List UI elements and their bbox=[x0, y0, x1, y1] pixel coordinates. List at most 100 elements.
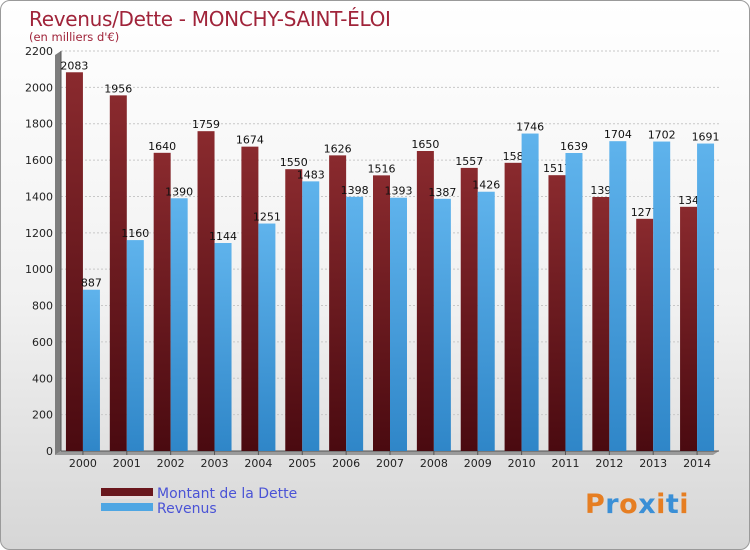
legend-swatch-dette bbox=[101, 488, 153, 496]
legend-label-dette: Montant de la Dette bbox=[157, 486, 298, 502]
legend-swatch-sep bbox=[101, 496, 153, 499]
data-label-revenus: 1251 bbox=[253, 211, 281, 224]
bar-revenus bbox=[609, 141, 627, 451]
data-label-dette: 1516 bbox=[368, 162, 396, 175]
data-label-dette: 2083 bbox=[60, 59, 88, 72]
bar-dette bbox=[197, 131, 215, 451]
data-label-dette: 1759 bbox=[192, 118, 220, 131]
data-label-dette: 1626 bbox=[324, 142, 352, 155]
bar-dette bbox=[680, 206, 698, 451]
axis-wall bbox=[55, 51, 61, 455]
data-label-revenus: 1398 bbox=[341, 184, 369, 197]
x-tick-label: 2010 bbox=[508, 457, 536, 470]
data-label-dette: 1557 bbox=[455, 155, 483, 168]
chart-subtitle: (en milliers d'€) bbox=[29, 30, 120, 44]
data-label-dette: 139 bbox=[590, 184, 611, 197]
bar-revenus bbox=[433, 198, 451, 451]
axis-floor bbox=[55, 451, 719, 455]
bar-revenus bbox=[390, 197, 407, 451]
bar-revenus bbox=[82, 289, 100, 451]
legend-swatch-revenus bbox=[101, 503, 153, 511]
bar-revenus bbox=[477, 191, 495, 451]
data-label-revenus: 1702 bbox=[648, 129, 676, 142]
y-tick-label: 1800 bbox=[25, 118, 53, 131]
x-tick-label: 2008 bbox=[420, 457, 448, 470]
proxiti-logo: Proxiti bbox=[585, 489, 689, 520]
x-tick-label: 2012 bbox=[595, 457, 623, 470]
data-label-revenus: 1426 bbox=[472, 179, 500, 192]
bar-dette bbox=[285, 169, 303, 451]
data-label-dette: 1550 bbox=[280, 156, 308, 169]
bar-dette bbox=[592, 197, 610, 451]
x-tick-label: 2011 bbox=[551, 457, 579, 470]
y-tick-label: 2000 bbox=[25, 81, 53, 94]
bar-revenus bbox=[521, 133, 539, 451]
x-tick-label: 2004 bbox=[244, 457, 272, 470]
x-tick-label: 2013 bbox=[639, 457, 667, 470]
data-label-revenus: 1691 bbox=[692, 131, 720, 144]
data-label-revenus: 1160 bbox=[121, 227, 149, 240]
bar-revenus bbox=[697, 143, 715, 451]
logo-letter: o bbox=[619, 489, 639, 520]
x-tick-label: 2014 bbox=[683, 457, 711, 470]
data-label-dette: 1640 bbox=[148, 140, 176, 153]
bar-dette bbox=[109, 95, 127, 451]
x-tick-label: 2007 bbox=[376, 457, 404, 470]
logo-letter: x bbox=[638, 489, 657, 520]
bar-dette bbox=[504, 162, 522, 451]
bar-dette bbox=[416, 151, 434, 451]
data-label-dette: 1277 bbox=[631, 206, 659, 219]
y-tick-label: 0 bbox=[46, 445, 53, 458]
data-label-revenus: 1393 bbox=[385, 185, 413, 198]
x-tick-label: 2000 bbox=[69, 457, 97, 470]
data-label-dette: 1517 bbox=[543, 162, 571, 175]
y-tick-label: 400 bbox=[32, 372, 53, 385]
bar-dette bbox=[329, 155, 347, 451]
x-tick-label: 2002 bbox=[157, 457, 185, 470]
bar-dette bbox=[636, 218, 654, 451]
bar-dette bbox=[548, 175, 566, 451]
x-tick-label: 2006 bbox=[332, 457, 360, 470]
bar-dette bbox=[373, 175, 390, 451]
y-tick-label: 1400 bbox=[25, 190, 53, 203]
bar-revenus bbox=[565, 153, 583, 451]
data-label-revenus: 1483 bbox=[297, 168, 325, 181]
bar-revenus bbox=[346, 196, 364, 451]
data-label-dette: 1674 bbox=[236, 134, 264, 147]
logo-letter: t bbox=[665, 489, 680, 520]
logo-letter: i bbox=[679, 489, 690, 520]
y-tick-label: 600 bbox=[32, 336, 53, 349]
logo-letter: P bbox=[585, 489, 606, 520]
data-label-revenus: 1639 bbox=[560, 140, 588, 153]
y-tick-label: 200 bbox=[32, 409, 53, 422]
data-label-revenus: 1746 bbox=[516, 121, 544, 134]
bar-revenus bbox=[214, 243, 232, 451]
bar-dette bbox=[153, 152, 171, 451]
data-label-dette: 1650 bbox=[411, 138, 439, 151]
x-tick-label: 2009 bbox=[464, 457, 492, 470]
legend-label-revenus: Revenus bbox=[157, 501, 217, 517]
logo-letter: r bbox=[605, 489, 620, 520]
bar-dette bbox=[241, 146, 259, 452]
chart-title: Revenus/Dette - MONCHY-SAINT-ÉLOI bbox=[29, 7, 391, 31]
bar-revenus bbox=[170, 198, 188, 451]
bar-revenus bbox=[258, 223, 276, 451]
x-tick-label: 2003 bbox=[201, 457, 229, 470]
bar-revenus bbox=[302, 181, 320, 451]
logo-letter: i bbox=[656, 489, 666, 520]
data-label-revenus: 1704 bbox=[604, 128, 632, 141]
y-tick-label: 1000 bbox=[25, 263, 53, 276]
data-label-dette: 134 bbox=[678, 194, 699, 207]
data-label-revenus: 1144 bbox=[209, 230, 237, 243]
y-tick-label: 1600 bbox=[25, 154, 53, 167]
bar-dette bbox=[65, 72, 83, 451]
bar-dette bbox=[460, 167, 478, 451]
data-label-dette: 1956 bbox=[104, 82, 132, 95]
bar-revenus bbox=[126, 240, 144, 451]
y-tick-label: 800 bbox=[32, 300, 53, 313]
y-tick-label: 2200 bbox=[25, 45, 53, 58]
y-tick-label: 1200 bbox=[25, 227, 53, 240]
data-label-dette: 158 bbox=[503, 150, 524, 163]
